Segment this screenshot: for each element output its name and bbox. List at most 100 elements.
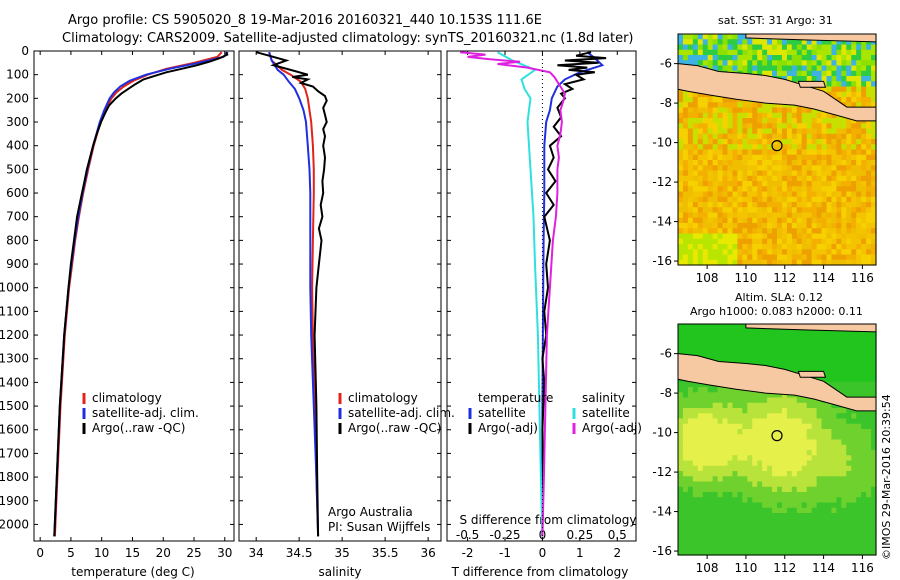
sst-cell (757, 144, 763, 151)
sla-cell (777, 481, 783, 488)
sla-cell (707, 397, 714, 404)
sla-cell (841, 350, 847, 357)
sla-cell (836, 460, 842, 467)
sst-cell (811, 44, 818, 51)
sla-cell (786, 355, 793, 362)
sst-cell (707, 212, 714, 219)
sla-cell (846, 465, 852, 472)
sst-cell (747, 202, 753, 208)
sst-cell (861, 233, 867, 240)
sla-cell (831, 355, 837, 362)
sst-cell (786, 44, 793, 51)
sst-cell (732, 128, 738, 135)
sla-cell (831, 418, 837, 425)
sst-cell (702, 181, 709, 187)
sst-cell (816, 118, 823, 124)
sla-cell (816, 502, 823, 509)
sla-cell (841, 371, 847, 378)
sst-cell (871, 139, 877, 145)
sst-cell (831, 259, 837, 266)
sla-cell (846, 481, 852, 488)
sst-cell (762, 107, 768, 114)
sst-cell (786, 191, 793, 198)
sla-cell (707, 476, 714, 483)
sla-cell (772, 528, 778, 535)
sla-cell (861, 334, 867, 341)
sla-cell (836, 360, 842, 367)
sla-cell (861, 392, 867, 399)
sla-cell (796, 486, 803, 493)
sla-cell (846, 429, 852, 435)
sla-cell (777, 455, 783, 462)
sst-cell (732, 196, 738, 203)
sla-cell (801, 408, 808, 414)
sst-cell (712, 123, 719, 130)
sst-cell (682, 123, 689, 130)
sla-cell (841, 476, 847, 483)
sst-cell (767, 202, 773, 208)
sst-cell (737, 212, 743, 219)
depth-tick-label: 1900 (0, 494, 29, 508)
sst-cell (777, 244, 783, 250)
sst-cell (831, 86, 837, 93)
sst-cell (707, 202, 714, 208)
sla-cell (871, 450, 877, 456)
sla-cell (861, 387, 867, 393)
sst-cell (796, 144, 803, 151)
sst-cell (826, 165, 833, 172)
sst-cell (836, 191, 842, 198)
sst-cell (687, 228, 694, 235)
depth-tick-label: 1100 (0, 304, 29, 318)
sst-cell (811, 207, 818, 214)
sla-cell (747, 507, 753, 514)
sla-cell (777, 444, 783, 451)
sla-cell (678, 549, 684, 556)
sst-cell (796, 186, 803, 193)
sla-cell (806, 360, 813, 367)
sla-cell (851, 408, 857, 414)
sst-cell (871, 49, 877, 56)
sla-cell (692, 534, 699, 540)
sla-cell (687, 402, 694, 409)
sla-cell (846, 460, 852, 467)
sla-cell (796, 339, 803, 346)
sla-cell (781, 460, 788, 467)
sst-cell (687, 55, 694, 61)
sla-cell (846, 528, 852, 535)
sla-cell (861, 513, 867, 519)
sst-cell (742, 128, 748, 135)
sst-cell (772, 118, 778, 124)
sla-cell (682, 523, 689, 530)
sla-cell (737, 324, 743, 330)
sla-cell (737, 481, 743, 488)
sst-cell (851, 39, 857, 46)
sla-cell (757, 450, 763, 456)
sst-cell (871, 233, 877, 240)
sst-cell (747, 233, 753, 240)
sst-cell (702, 186, 709, 193)
x-tick-label: 36 (420, 546, 435, 560)
sla-cell (806, 486, 813, 493)
sla-cell (801, 471, 808, 477)
sla-cell (707, 329, 714, 336)
sst-cell (846, 165, 852, 172)
sla-cell (781, 507, 788, 514)
sst-cell (762, 233, 768, 240)
sst-cell (781, 154, 788, 161)
sla-cell (821, 444, 828, 451)
sst-cell (767, 207, 773, 214)
sst-cell (682, 217, 689, 224)
sst-cell (836, 181, 842, 187)
sst-cell (831, 44, 837, 51)
sla-cell (791, 355, 798, 362)
sla-cell (816, 544, 823, 551)
temp-legend-label: satellite-adj. clim. (92, 406, 199, 420)
sla-cell (841, 355, 847, 362)
sla-cell (767, 476, 773, 483)
sst-cell (697, 55, 704, 61)
sla-cell (861, 502, 867, 509)
sst-cell (791, 244, 798, 250)
sst-cell (747, 55, 753, 61)
sla-cell (851, 381, 857, 388)
sst-cell (777, 212, 783, 219)
